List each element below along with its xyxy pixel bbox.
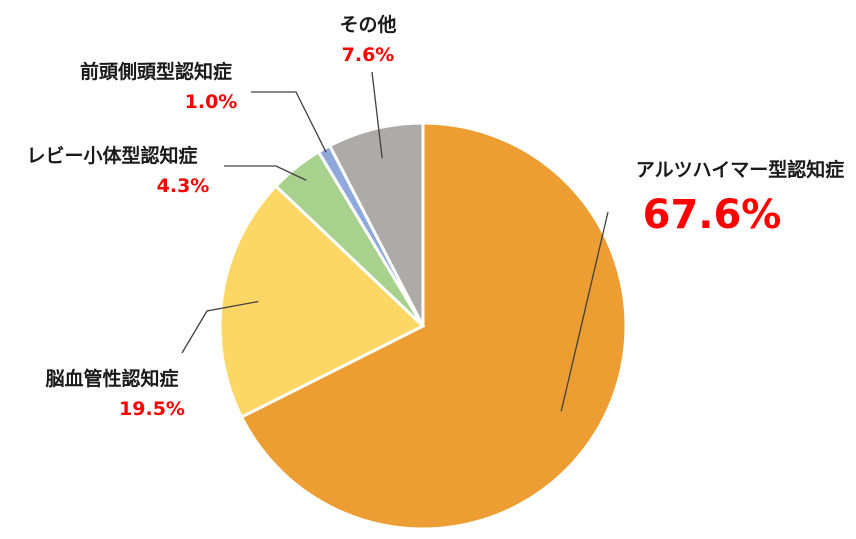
value-label-vascular: 19.5% — [119, 398, 185, 420]
pie-slice-other — [327, 121, 425, 327]
slices-layer — [218, 121, 628, 531]
value-label-lewy: 4.3% — [157, 175, 210, 197]
leader-lines-layer — [181, 71, 609, 412]
leader-line-lewy — [224, 165, 307, 181]
slice-label-frontotemporal: 前頭側頭型認知症 — [80, 60, 232, 83]
leader-line-frontotemporal — [251, 91, 327, 153]
leader-line-other — [371, 71, 383, 159]
pie-slice-vascular — [218, 183, 426, 420]
value-label-alzheimer: 67.6% — [643, 192, 782, 238]
pie-slice-alzheimer — [239, 121, 628, 531]
value-label-other: 7.6% — [342, 44, 395, 66]
leader-line-vascular — [181, 300, 259, 354]
slice-label-alzheimer: アルツハイマー型認知症 — [636, 158, 844, 181]
slice-label-vascular: 脳血管性認知症 — [44, 367, 178, 390]
labels-layer: アルツハイマー型認知症 67.6% 脳血管性認知症 19.5% レビー小体型認知… — [26, 13, 844, 420]
leader-line-alzheimer — [560, 211, 609, 412]
value-label-frontotemporal: 1.0% — [185, 91, 238, 113]
slice-label-lewy: レビー小体型認知症 — [26, 144, 197, 167]
slice-label-other: その他 — [339, 13, 396, 36]
